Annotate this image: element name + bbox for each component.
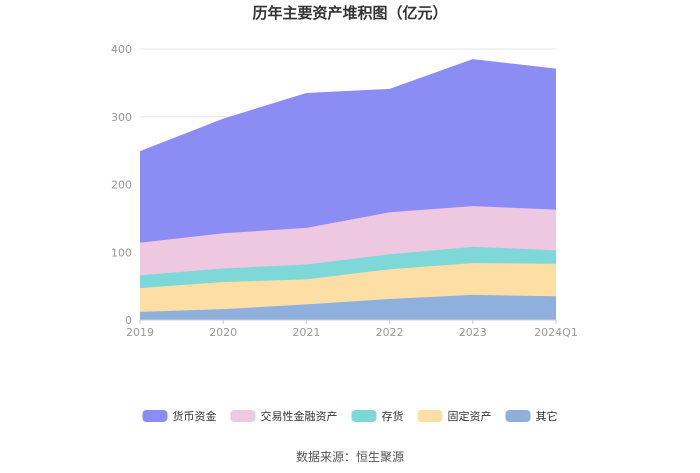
legend-item[interactable]: 存货 [351,409,404,423]
legend: 货币资金 交易性金融资产 存货 固定资产 其它 [142,409,558,423]
legend-swatch [505,410,531,422]
x-tick-label: 2023 [459,326,487,339]
legend-swatch [230,410,256,422]
x-tick-label: 2024Q1 [534,326,578,339]
x-tick-label: 2019 [126,326,154,339]
source-text: 数据来源：恒生聚源 [296,449,404,464]
y-axis: 0 100 200 300 400 [111,43,132,327]
area-存货 [140,246,556,289]
y-tick-label: 0 [125,314,132,327]
area-其它 [140,294,556,320]
legend-label: 固定资产 [448,409,492,423]
legend-label: 存货 [382,409,404,423]
area-交易性金融资产 [140,206,556,276]
chart-title: 历年主要资产堆积图（亿元） [252,4,447,22]
area-固定资产 [140,263,556,312]
legend-swatch [417,410,443,422]
y-tick-label: 200 [111,179,132,192]
legend-item[interactable]: 固定资产 [417,409,492,423]
x-axis: 2019 2020 2021 2022 2023 2024Q1 [126,319,578,339]
legend-item[interactable]: 货币资金 [142,409,217,423]
legend-swatch [142,410,168,422]
series-areas [139,59,557,320]
legend-label: 交易性金融资产 [261,409,338,423]
legend-label: 货币资金 [173,409,217,423]
legend-swatch [351,410,377,422]
y-tick-label: 400 [111,43,132,56]
x-tick-label: 2020 [209,326,237,339]
x-tick-label: 2022 [376,326,404,339]
legend-item[interactable]: 其它 [505,409,558,423]
legend-label: 其它 [536,409,558,423]
line-货币资金 [139,59,557,153]
y-tick-label: 300 [111,111,132,124]
x-tick-label: 2021 [292,326,320,339]
y-tick-label: 100 [111,246,132,259]
area-货币资金 [140,59,556,243]
legend-item[interactable]: 交易性金融资产 [230,409,338,423]
